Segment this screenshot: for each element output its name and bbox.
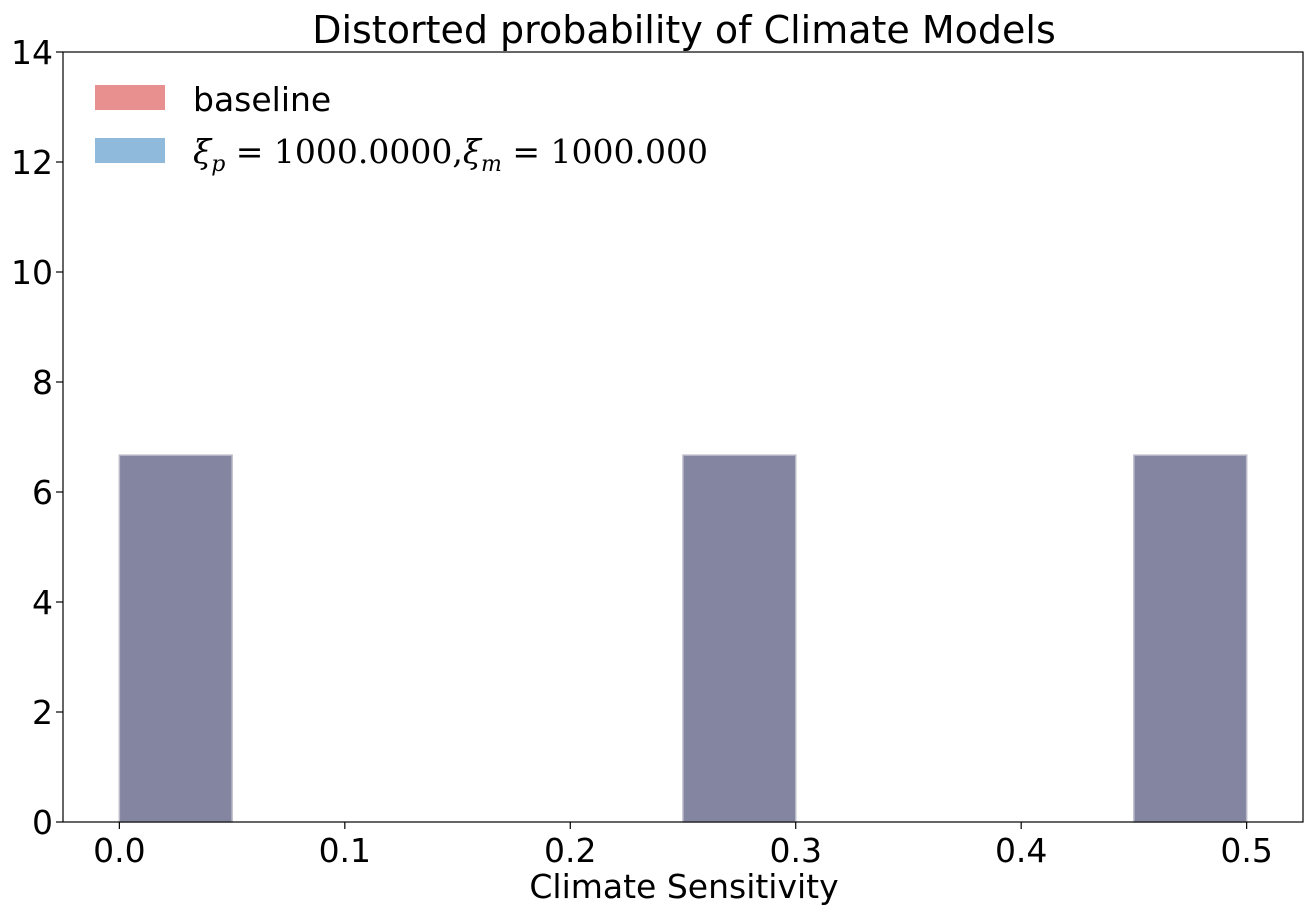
legend-sub-p: p (211, 152, 225, 177)
legend-swatch-distorted (95, 138, 165, 163)
y-tick-label-6: 12 (11, 143, 53, 182)
legend-swatch-baseline (95, 85, 165, 110)
legend-xi-m: ξ (463, 132, 483, 171)
x-tick-label-1: 0.1 (319, 831, 371, 870)
x-tick-label-5: 0.5 (1220, 831, 1272, 870)
legend-sub-m: m (481, 152, 502, 177)
x-tick-label-0: 0.0 (93, 831, 145, 870)
legend-label-baseline: baseline (193, 80, 331, 119)
y-tick-label-4: 8 (32, 363, 53, 402)
bar-overlap-bin-1 (682, 454, 797, 823)
legend: baseline ξp = 1000.0000,ξm = 1000.000 (95, 80, 708, 177)
bar-overlap-bin-2 (1133, 454, 1248, 823)
chart-title: Distorted probability of Climate Models (312, 8, 1056, 52)
legend-xi-m-value: = 1000.000 (502, 132, 708, 171)
legend-xi-p-value: = 1000.0000, (225, 132, 463, 171)
bar-overlap-bin-0 (118, 454, 233, 823)
plot-frame (62, 51, 1304, 823)
x-tick-label-4: 0.4 (995, 831, 1047, 870)
y-tick-label-3: 6 (32, 473, 53, 512)
y-tick-label-0: 0 (32, 803, 53, 842)
x-tick-label-2: 0.2 (544, 831, 596, 870)
y-tick-label-2: 4 (32, 583, 53, 622)
legend-xi-p: ξ (193, 132, 213, 171)
y-tick-label-5: 10 (11, 253, 53, 292)
axes (62, 51, 1304, 823)
x-tick-label-3: 0.3 (769, 831, 821, 870)
x-axis-label: Climate Sensitivity (529, 867, 838, 906)
legend-label-distorted: ξp = 1000.0000,ξm = 1000.000 (193, 132, 708, 177)
y-ticks: 0 2 4 6 8 10 12 14 (11, 33, 63, 842)
x-ticks: 0.0 0.1 0.2 0.3 0.4 0.5 (93, 822, 1273, 870)
y-tick-label-1: 2 (32, 693, 53, 732)
y-tick-label-7: 14 (11, 33, 53, 72)
bars-layer (118, 454, 1248, 823)
